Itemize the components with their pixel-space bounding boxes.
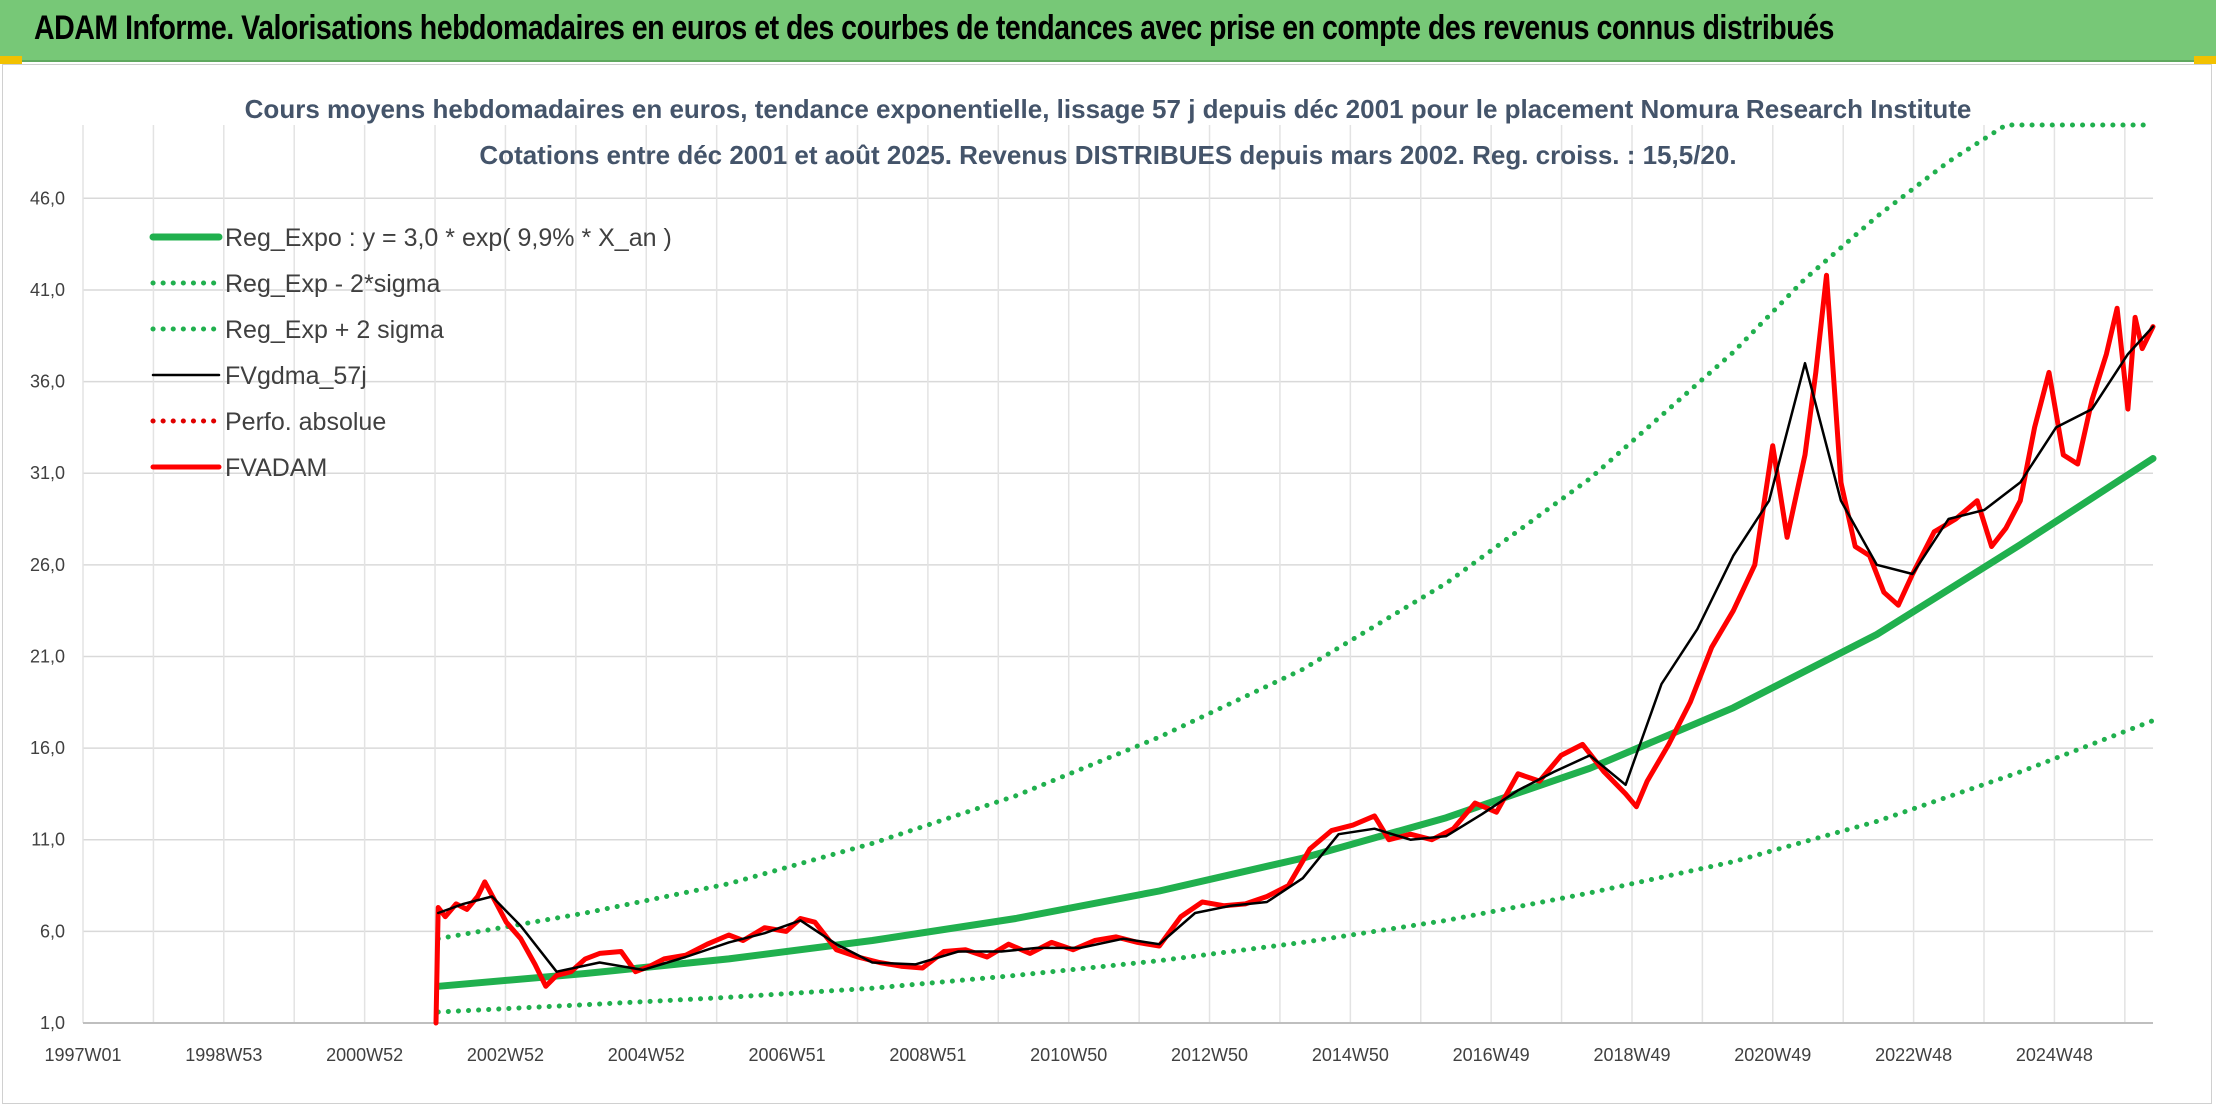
x-tick-label: 2024W48: [2016, 1045, 2093, 1065]
x-tick-label: 2004W52: [608, 1045, 685, 1065]
legend-label: Reg_Expo : y = 3,0 * exp( 9,9% * X_an ): [225, 224, 672, 252]
chart-subtitle: Cotations entre déc 2001 et août 2025. R…: [479, 140, 1736, 170]
y-tick-label: 46,0: [30, 188, 65, 208]
x-tick-label: 2014W50: [1312, 1045, 1389, 1065]
chart-series: [433, 122, 2157, 1026]
corner-marker-left: [0, 56, 22, 64]
series-line-fvgdma-57j: [436, 325, 2155, 973]
report-title: ADAM Informe. Valorisations hebdomadaire…: [34, 9, 1834, 47]
x-tick-label: 2002W52: [467, 1045, 544, 1065]
grid-lines: [82, 125, 2153, 1024]
y-tick-label: 6,0: [40, 921, 65, 941]
y-tick-label: 16,0: [30, 738, 65, 758]
chart-title: Cours moyens hebdomadaires en euros, ten…: [245, 94, 1972, 124]
y-tick-label: 36,0: [30, 372, 65, 392]
legend-label: Reg_Exp + 2 sigma: [225, 316, 444, 344]
corner-marker-right: [2194, 56, 2216, 64]
series-line-reg-exp-2-sigma: [435, 718, 2156, 1015]
y-tick-label: 26,0: [30, 555, 65, 575]
series-line-reg-expo-y-3-0-exp-9-9-x-an: [434, 455, 2157, 990]
legend-label: Reg_Exp - 2*sigma: [225, 270, 440, 298]
series-line-reg-exp-2-sigma: [435, 122, 2156, 942]
y-tick-label: 21,0: [30, 646, 65, 666]
legend-label: FVADAM: [225, 454, 327, 482]
y-axis-ticks: 1,0 6,0 11,0 16,0 21,0 26,0 31,0 36,0 41,0 46,0: [30, 188, 65, 1033]
chart-area: 1,0 6,0 11,0 16,0 21,0 26,0 31,0 36,0 41,0 46,0 1…: [2, 64, 2212, 1104]
y-tick-label: 1,0: [40, 1013, 65, 1033]
x-tick-label: 2010W50: [1030, 1045, 1107, 1065]
x-tick-label: 1998W53: [185, 1045, 262, 1065]
x-tick-label: 2020W49: [1734, 1045, 1811, 1065]
x-tick-label: 2018W49: [1593, 1045, 1670, 1065]
report-banner: ADAM Informe. Valorisations hebdomadaire…: [0, 0, 2216, 62]
legend-label: FVgdma_57j: [225, 362, 367, 390]
x-tick-label: 2008W51: [889, 1045, 966, 1065]
x-tick-label: 2016W49: [1453, 1045, 1530, 1065]
y-tick-label: 11,0: [31, 830, 65, 850]
x-tick-label: 2000W52: [326, 1045, 403, 1065]
x-axis-ticks: 1997W01 1998W53 2000W52 2002W52 2004W52 2006W…: [44, 1045, 2092, 1065]
x-tick-label: 2006W51: [749, 1045, 826, 1065]
series-line-fvadam: [433, 272, 2156, 1026]
x-tick-label: 1997W01: [44, 1045, 121, 1065]
chart-legend: Reg_Expo : y = 3,0 * exp( 9,9% * X_an ) R…: [149, 224, 672, 482]
y-tick-label: 41,0: [30, 280, 65, 300]
y-tick-label: 31,0: [30, 463, 65, 483]
trend-chart: 1,0 6,0 11,0 16,0 21,0 26,0 31,0 36,0 41,0 46,0 1…: [30, 94, 2157, 1065]
x-tick-label: 2022W48: [1875, 1045, 1952, 1065]
x-tick-label: 2012W50: [1171, 1045, 1248, 1065]
legend-label: Perfo. absolue: [225, 408, 386, 436]
